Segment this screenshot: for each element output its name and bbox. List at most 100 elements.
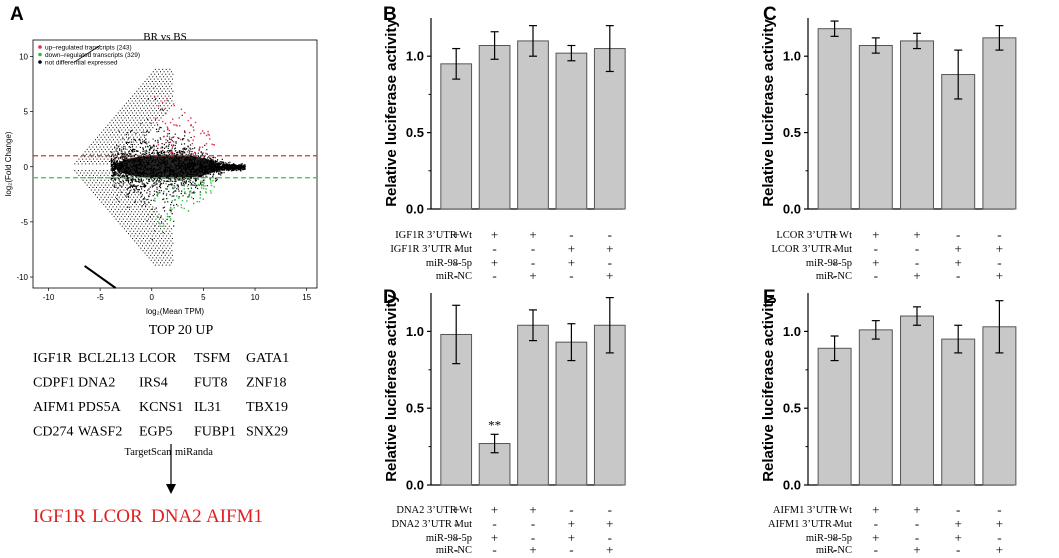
gene-label: LCOR — [139, 351, 177, 366]
ma-y-tick-label: -5 — [21, 218, 29, 227]
condition-row-label: DNA2 3’UTR Wt — [396, 505, 472, 516]
ma-y-tick-label: 0 — [24, 163, 29, 172]
bar — [901, 41, 934, 209]
condition-sign: + — [913, 542, 920, 557]
bar — [859, 46, 892, 209]
bar — [518, 41, 549, 209]
ma-y-tick-label: 10 — [19, 53, 28, 62]
final-gene-label: DNA2 — [151, 506, 202, 527]
condition-sign: + — [996, 516, 1003, 531]
panel-letter-a: A — [10, 4, 24, 25]
ma-x-tick-label: -10 — [43, 293, 55, 302]
condition-sign: - — [492, 268, 496, 283]
bar — [983, 38, 1016, 209]
y-tick-label: 0.0 — [783, 478, 801, 493]
condition-sign: - — [915, 241, 919, 256]
legend-dot-icon — [38, 45, 42, 49]
bar-panel-d: DRelative luciferase activity0.00.51.0**… — [383, 287, 625, 557]
ma-x-tick-label: 5 — [201, 293, 206, 302]
condition-sign: + — [529, 227, 536, 242]
ma-y-tick-label: 5 — [24, 108, 29, 117]
ma-plot: BR vs BS up–regulated transcripts (243)d… — [4, 31, 317, 316]
final-gene-label: IGF1R — [33, 506, 86, 527]
arrow-down-icon — [166, 484, 176, 494]
condition-sign: - — [874, 241, 878, 256]
gene-label: BCL2L13 — [78, 351, 135, 366]
y-tick-label: 1.0 — [406, 324, 424, 339]
condition-sign: - — [569, 268, 573, 283]
condition-sign: - — [569, 542, 573, 557]
ma-legend-item: not differential expressed — [38, 60, 118, 67]
condition-row-label: IGF1R 3’UTR Mut — [390, 244, 472, 255]
bar — [594, 49, 625, 209]
condition-sign: + — [913, 268, 920, 283]
bar — [518, 325, 549, 485]
final-gene-label: AIFM1 — [206, 506, 263, 527]
y-axis-label: Relative luciferase activity — [383, 19, 400, 207]
condition-sign: - — [492, 516, 496, 531]
bar-panel-b: BRelative luciferase activity0.00.51.0IG… — [383, 4, 625, 283]
condition-sign: - — [832, 516, 836, 531]
condition-sign: + — [491, 227, 498, 242]
condition-sign: - — [956, 268, 960, 283]
bar — [556, 342, 587, 485]
condition-sign: - — [531, 241, 535, 256]
bar — [818, 29, 851, 209]
condition-row-label: miR-98-5p — [426, 258, 472, 269]
condition-row-label: DNA2 3’UTR Mut — [392, 519, 473, 530]
condition-row-label: miR-98-5p — [806, 533, 852, 544]
gene-label: EGP5 — [139, 425, 172, 440]
gene-label: IGF1R — [33, 351, 73, 366]
condition-sign: - — [454, 516, 458, 531]
legend-dot-icon — [38, 60, 42, 64]
condition-sign: - — [569, 227, 573, 242]
gene-label: IL31 — [194, 400, 221, 415]
gene-label: PDS5A — [78, 400, 122, 415]
y-tick-label: 0.5 — [783, 125, 801, 140]
bar — [942, 339, 975, 485]
gene-label: AIFM1 — [33, 400, 75, 415]
condition-sign: - — [492, 241, 496, 256]
condition-sign: + — [568, 516, 575, 531]
ma-y-ticks: 10 5 0 -5 -10 — [16, 53, 33, 282]
condition-sign: + — [453, 227, 460, 242]
condition-sign: - — [956, 542, 960, 557]
condition-sign: + — [996, 241, 1003, 256]
gene-label: DNA2 — [78, 376, 115, 391]
y-tick-label: 1.0 — [783, 49, 801, 64]
condition-sign: - — [608, 227, 612, 242]
condition-sign: + — [529, 542, 536, 557]
gene-label: TSFM — [194, 351, 231, 366]
y-tick-label: 0.0 — [406, 478, 424, 493]
gene-label: KCNS1 — [139, 400, 183, 415]
condition-sign: + — [529, 502, 536, 517]
ma-x-tick-label: 15 — [302, 293, 311, 302]
condition-sign: - — [874, 542, 878, 557]
condition-sign: + — [529, 268, 536, 283]
gene-label: TBX19 — [246, 400, 288, 415]
significance-label: ** — [488, 417, 501, 432]
bar — [859, 330, 892, 485]
y-tick-label: 0.5 — [783, 401, 801, 416]
top20-title: TOP 20 UP — [149, 323, 214, 338]
condition-sign: - — [454, 542, 458, 557]
ma-legend-label: down–regulated transcripts (329) — [45, 52, 140, 59]
condition-sign: + — [831, 227, 838, 242]
gene-label: GATA1 — [246, 351, 289, 366]
condition-sign: + — [606, 516, 613, 531]
bar — [901, 316, 934, 485]
bar — [441, 64, 472, 209]
final-gene-label: LCOR — [92, 506, 143, 527]
condition-sign: + — [872, 227, 879, 242]
bar-panel-c: CRelative luciferase activity0.00.51.0LC… — [760, 4, 1016, 283]
condition-sign: - — [832, 268, 836, 283]
ma-y-label: log₂(Fold Change) — [4, 131, 13, 196]
tool-targetscan: TargetScan — [125, 447, 173, 458]
top20-gene-grid: IGF1R BCL2L13 LCOR TSFM GATA1CDPF1 DNA2 IRS4 FU… — [33, 351, 289, 440]
condition-sign: - — [531, 516, 535, 531]
condition-sign: - — [915, 516, 919, 531]
legend-dot-icon — [38, 53, 42, 57]
ma-legend-item: up–regulated transcripts (243) — [38, 45, 132, 52]
